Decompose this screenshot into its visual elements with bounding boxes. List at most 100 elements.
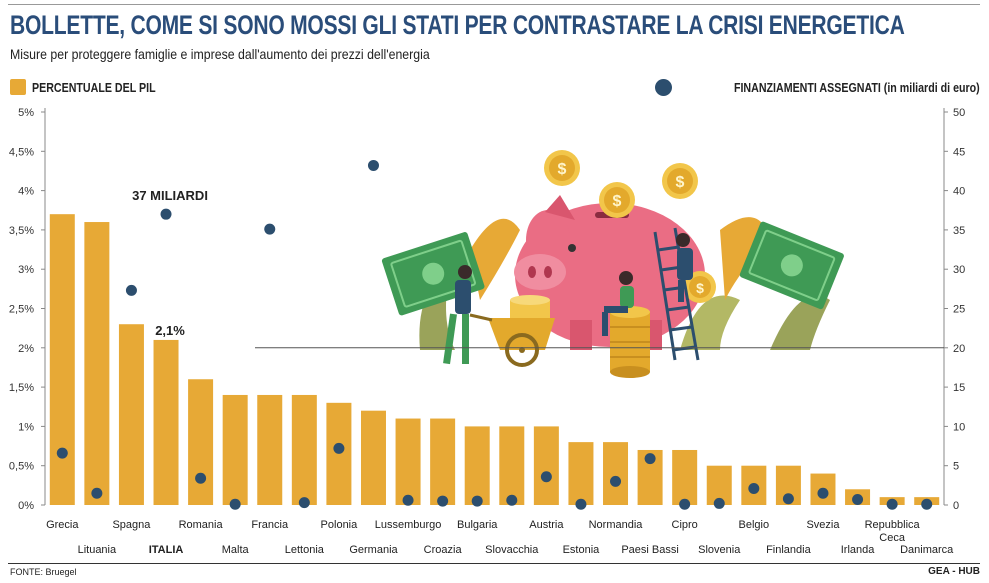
- dot: [506, 494, 518, 506]
- category-label: Austria: [529, 519, 564, 531]
- dot: [264, 223, 276, 235]
- svg-text:$: $: [696, 280, 704, 296]
- category-label: Grecia: [46, 519, 79, 531]
- dot: [748, 482, 760, 494]
- piggy-bank-illustration: $ $ $ $: [381, 150, 844, 378]
- bar: [568, 442, 594, 505]
- bar: [326, 402, 352, 505]
- dot: [229, 498, 241, 510]
- dot: [471, 495, 483, 507]
- dot: [679, 498, 691, 510]
- dot: [713, 497, 725, 509]
- left-tick-label: 2%: [18, 343, 34, 355]
- svg-text:$: $: [676, 174, 685, 191]
- left-tick-label: 1%: [18, 421, 34, 433]
- right-tick-label: 25: [953, 304, 965, 316]
- category-label: Svezia: [806, 519, 840, 531]
- bar: [360, 410, 386, 505]
- right-tick-label: 15: [953, 382, 965, 394]
- left-tick-label: 4,5%: [9, 146, 34, 158]
- dot-swatch-icon: [655, 79, 673, 96]
- dot: [56, 447, 68, 459]
- dot: [610, 475, 622, 487]
- chart-title: BOLLETTE, COME SI SONO MOSSI GLI STATI P…: [10, 10, 905, 40]
- category-label: Estonia: [563, 544, 601, 556]
- bar-swatch-icon: [10, 79, 26, 95]
- left-tick-label: 0%: [18, 500, 34, 512]
- category-label: Cipro: [672, 519, 698, 531]
- category-label: Bulgaria: [457, 519, 498, 531]
- bottom-rule: [8, 563, 980, 564]
- right-tick-label: 50: [953, 107, 965, 119]
- left-tick-label: 0,5%: [9, 461, 34, 473]
- category-label: Spagna: [112, 519, 151, 531]
- dot: [886, 498, 898, 510]
- category-label: Slovacchia: [485, 544, 539, 556]
- dot: [782, 493, 794, 505]
- dot: [160, 208, 172, 220]
- category-label: Germania: [349, 544, 398, 556]
- chart-subtitle: Misure per proteggere famiglie e imprese…: [10, 46, 430, 62]
- category-label: Malta: [222, 544, 250, 556]
- category-label: Belgio: [739, 519, 770, 531]
- right-tick-label: 20: [953, 343, 965, 355]
- dot: [298, 497, 310, 509]
- source-note: FONTE: Bruegel: [10, 567, 77, 577]
- left-tick-label: 1,5%: [9, 382, 34, 394]
- top-rule: [8, 4, 980, 5]
- category-labels: Grecia Lituania Spagna ITALIA Romania Malta Fr…: [46, 519, 954, 556]
- annotation-miliardi: 37 MILIARDI: [132, 188, 208, 203]
- left-tick-label: 4%: [18, 186, 34, 198]
- right-tick-label: 40: [953, 186, 965, 198]
- category-label: Repubblica Ceca: [865, 519, 921, 544]
- bar: [188, 379, 214, 505]
- dot: [540, 471, 552, 483]
- right-tick-label: 0: [953, 500, 959, 512]
- right-tick-label: 5: [953, 461, 959, 473]
- chart-axes: 0% 0,5% 1% 1,5% 2% 2,5% 3% 3,5% 4% 4,5% 5% 0 5 10 15 20…: [9, 107, 965, 512]
- category-label: Paesi Bassi: [621, 544, 678, 556]
- annotations-group: 37 MILIARDI 2,1%: [132, 188, 208, 338]
- dot: [437, 495, 449, 507]
- category-label: Slovenia: [698, 544, 741, 556]
- right-tick-label: 30: [953, 264, 965, 276]
- left-tick-label: 2,5%: [9, 304, 34, 316]
- left-tick-label: 3%: [18, 264, 34, 276]
- dot: [402, 494, 414, 506]
- dot: [333, 442, 345, 454]
- bar: [291, 394, 317, 505]
- dot: [575, 498, 587, 510]
- bar: [464, 426, 490, 505]
- dot: [921, 498, 933, 510]
- dot: [817, 487, 829, 499]
- bar: [118, 324, 144, 505]
- bar: [222, 394, 248, 505]
- bar: [257, 394, 283, 505]
- dot: [367, 159, 379, 171]
- bar: [603, 442, 629, 505]
- category-label: Lussemburgo: [375, 519, 442, 531]
- category-label: Lettonia: [285, 544, 325, 556]
- legend-bars-label: PERCENTUALE DEL PIL: [32, 79, 156, 95]
- bar: [430, 418, 456, 505]
- category-label: ITALIA: [149, 544, 184, 556]
- svg-text:$: $: [558, 161, 567, 178]
- category-label: Polonia: [321, 519, 359, 531]
- category-label: Finlandia: [766, 544, 812, 556]
- bar: [499, 426, 525, 505]
- right-tick-label: 45: [953, 146, 965, 158]
- category-label: Francia: [251, 519, 289, 531]
- right-tick-label: 35: [953, 225, 965, 237]
- bar: [153, 339, 179, 505]
- category-label: Croazia: [424, 544, 463, 556]
- category-label: Lituania: [78, 544, 117, 556]
- legend-dots: FINANZIAMENTI ASSEGNATI (in miliardi di …: [655, 79, 980, 96]
- category-label: Normandia: [589, 519, 644, 531]
- category-label: Romania: [179, 519, 224, 531]
- dot: [644, 453, 656, 465]
- dot: [91, 487, 103, 499]
- legend-dots-label: FINANZIAMENTI ASSEGNATI (in miliardi di …: [734, 80, 980, 95]
- dots-group: [56, 159, 933, 510]
- annotation-pil: 2,1%: [155, 323, 185, 338]
